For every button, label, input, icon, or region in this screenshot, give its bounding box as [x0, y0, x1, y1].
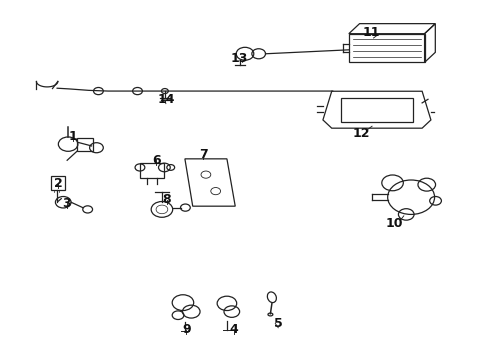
- Text: 14: 14: [157, 93, 174, 106]
- Bar: [349, 34, 424, 62]
- Text: 6: 6: [152, 154, 160, 167]
- Text: 4: 4: [230, 323, 239, 336]
- Text: 11: 11: [362, 27, 380, 40]
- Text: 9: 9: [182, 323, 191, 336]
- Text: 5: 5: [274, 317, 283, 330]
- Text: 8: 8: [163, 193, 171, 206]
- Bar: [51, 176, 65, 190]
- Text: 1: 1: [69, 130, 77, 143]
- Text: 12: 12: [352, 127, 370, 140]
- Text: 10: 10: [385, 217, 403, 230]
- Text: 13: 13: [230, 51, 248, 64]
- Bar: [77, 138, 93, 151]
- Text: 2: 2: [54, 177, 63, 190]
- Text: 7: 7: [199, 148, 208, 161]
- Text: 3: 3: [62, 197, 71, 210]
- Bar: [140, 163, 164, 178]
